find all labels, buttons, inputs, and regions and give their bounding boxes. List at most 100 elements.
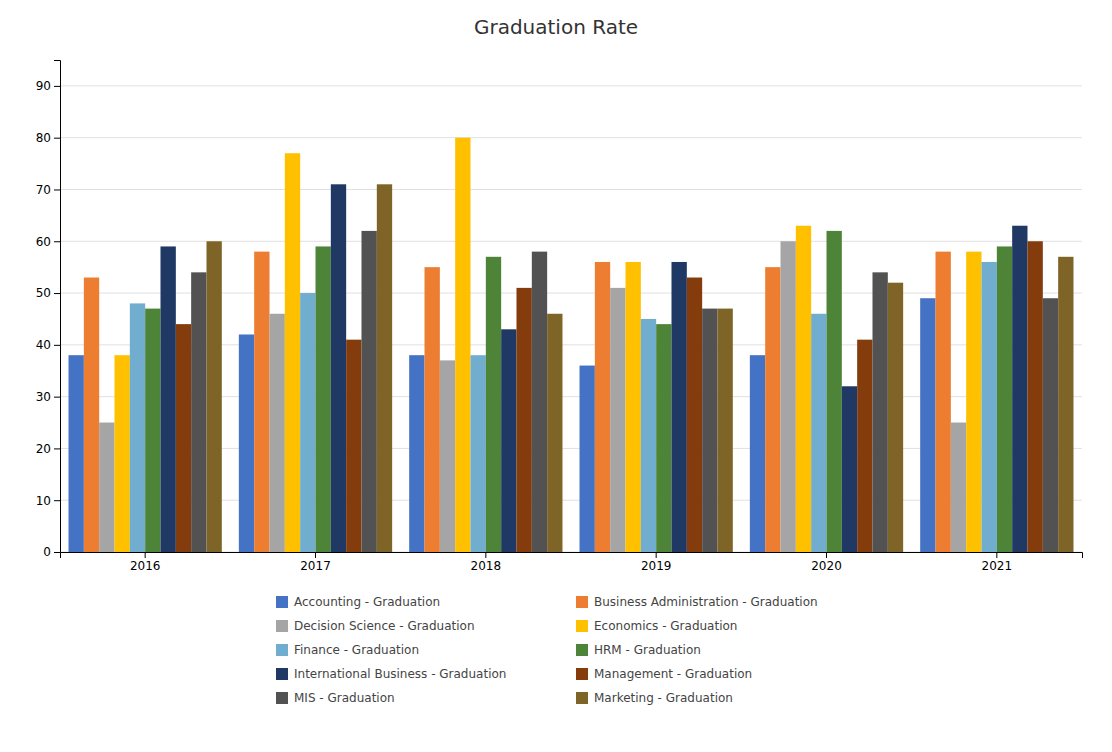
legend-swatch — [576, 596, 588, 608]
bar — [471, 355, 486, 552]
bar — [206, 241, 221, 552]
legend-item: Accounting - Graduation — [276, 595, 440, 609]
bar — [84, 278, 99, 552]
legend-swatch — [276, 596, 288, 608]
bar — [145, 309, 160, 552]
y-tick-label: 30 — [36, 390, 51, 404]
bar — [130, 303, 145, 552]
bar — [455, 138, 470, 552]
y-tick: 70 — [36, 183, 60, 197]
bar-group — [239, 153, 392, 552]
bar — [99, 423, 114, 552]
y-tick-label: 20 — [36, 442, 51, 456]
bar — [331, 184, 346, 552]
legend-item: International Business - Graduation — [276, 667, 506, 681]
x-tick: 2020 — [811, 552, 842, 573]
bar — [671, 262, 686, 552]
y-axis-line — [54, 61, 61, 553]
bar — [656, 324, 671, 552]
bar — [254, 252, 269, 552]
y-tick: 50 — [36, 286, 60, 300]
bars — [69, 138, 1074, 552]
bar — [687, 278, 702, 552]
bar — [69, 355, 84, 552]
x-tick-label: 2020 — [811, 559, 842, 573]
legend-label: HRM - Graduation — [594, 643, 701, 657]
x-tick-mark — [315, 552, 316, 558]
legend-label: Business Administration - Graduation — [594, 595, 818, 609]
y-tick: 20 — [36, 442, 60, 456]
bar — [1058, 257, 1073, 552]
y-tick-label: 70 — [36, 183, 51, 197]
bar — [176, 324, 191, 552]
x-tick-mark — [826, 552, 827, 558]
y-tick-mark — [54, 397, 60, 398]
legend-label: Economics - Graduation — [594, 619, 737, 633]
legend-item: MIS - Graduation — [276, 691, 395, 705]
x-tick-mark — [996, 552, 997, 558]
bar — [270, 314, 285, 552]
x-axis-line — [61, 553, 1083, 559]
bar — [300, 293, 315, 552]
bar — [580, 366, 595, 552]
bar — [857, 340, 872, 552]
bar — [316, 246, 331, 552]
bar — [827, 231, 842, 552]
y-tick: 30 — [36, 390, 60, 404]
bar — [191, 272, 206, 552]
y-axis: 0102030405060708090 — [36, 61, 61, 560]
x-axis: 201620172018201920202021 — [61, 552, 1083, 573]
y-tick-mark — [54, 86, 60, 87]
legend-item: Economics - Graduation — [576, 619, 737, 633]
bar — [409, 355, 424, 552]
bar — [641, 319, 656, 552]
bar — [160, 246, 175, 552]
y-tick-label: 10 — [36, 494, 51, 508]
bar — [440, 360, 455, 552]
bar — [361, 231, 376, 552]
legend-label: MIS - Graduation — [294, 691, 395, 705]
plot-area: 2016201720182019202020210102030405060708… — [36, 61, 1083, 573]
legend-item: Finance - Graduation — [276, 643, 419, 657]
legend-swatch — [576, 644, 588, 656]
x-tick: 2017 — [300, 552, 331, 573]
bar — [811, 314, 826, 552]
bar — [796, 226, 811, 552]
grid-line — [60, 189, 1082, 190]
legend-item: HRM - Graduation — [576, 643, 701, 657]
legend-label: Finance - Graduation — [294, 643, 419, 657]
x-tick-label: 2017 — [300, 559, 331, 573]
legend-item: Marketing - Graduation — [576, 691, 733, 705]
x-tick-label: 2019 — [641, 559, 672, 573]
legend-swatch — [576, 692, 588, 704]
y-tick-label: 40 — [36, 338, 51, 352]
bar — [888, 283, 903, 552]
x-tick: 2021 — [982, 552, 1013, 573]
y-tick: 10 — [36, 494, 60, 508]
bar — [936, 252, 951, 552]
chart-container: Graduation Rate2016201720182019202020210… — [0, 0, 1112, 752]
legend: Accounting - Graduation Business Administ… — [276, 595, 818, 705]
bar — [626, 262, 641, 552]
bar — [239, 334, 254, 552]
y-tick-label: 0 — [43, 545, 51, 559]
x-tick-mark — [656, 552, 657, 558]
y-tick: 90 — [36, 79, 60, 93]
bar — [425, 267, 440, 552]
bar — [951, 423, 966, 552]
y-tick-mark — [54, 500, 60, 501]
bar — [516, 288, 531, 552]
y-tick-label: 60 — [36, 235, 51, 249]
bar — [1043, 298, 1058, 552]
y-tick-label: 90 — [36, 79, 51, 93]
legend-label: International Business - Graduation — [294, 667, 506, 681]
legend-swatch — [576, 668, 588, 680]
bar — [920, 298, 935, 552]
bar — [532, 252, 547, 552]
bar — [997, 246, 1012, 552]
bar-group — [409, 138, 562, 552]
y-tick: 40 — [36, 338, 60, 352]
bar — [750, 355, 765, 552]
bar-group — [69, 241, 222, 552]
legend-label: Management - Graduation — [594, 667, 752, 681]
